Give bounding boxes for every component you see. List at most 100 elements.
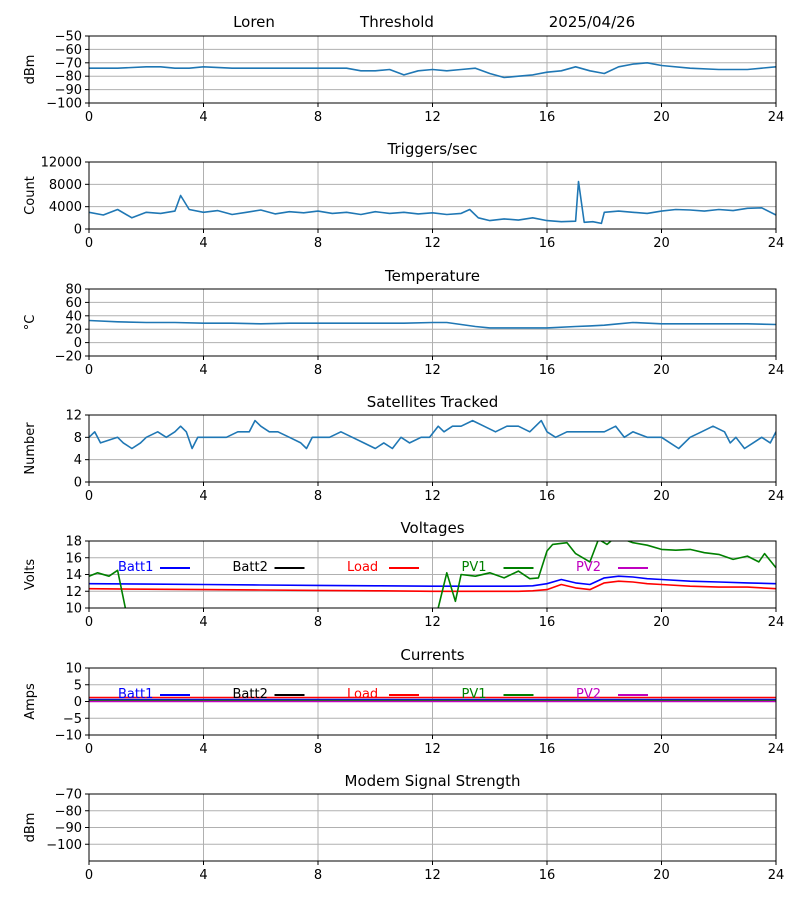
- panel-title: Modem Signal Strength: [345, 772, 521, 790]
- x-tick-label: 8: [314, 615, 322, 630]
- y-tick-label: −70: [55, 56, 82, 71]
- legend-label-pv1: PV1: [462, 687, 487, 702]
- panel-0: 0 4 8 12 16 20 24 −100−90−80−70−60−50 dBm: [23, 30, 784, 126]
- y-tick-label: 12: [65, 585, 82, 600]
- header-date: 2025/04/26: [549, 13, 635, 31]
- legend-label-load: Load: [347, 687, 378, 702]
- y-tick-label: 4000: [49, 200, 82, 215]
- x-tick-label: 24: [768, 236, 785, 251]
- x-tick-label: 8: [314, 236, 322, 251]
- x-tick-label: 24: [768, 868, 785, 883]
- y-tick-label: 20: [65, 323, 82, 338]
- x-tick-label: 4: [199, 868, 207, 883]
- y-tick-label: 12000: [41, 156, 82, 171]
- header-site: Loren: [233, 13, 275, 31]
- series-line: [89, 61, 776, 79]
- x-tick-label: 24: [768, 615, 785, 630]
- y-tick-label: 60: [65, 296, 82, 311]
- x-tick-label: 4: [199, 363, 207, 378]
- legend-label-batt1: Batt1: [118, 560, 153, 575]
- header: Loren Threshold 2025/04/26: [233, 13, 635, 31]
- y-axis-label: Amps: [23, 683, 38, 720]
- y-axis-label: °C: [23, 315, 38, 331]
- y-axis-label: dBm: [23, 813, 38, 843]
- x-tick-label: 0: [85, 489, 93, 504]
- x-tick-label: 12: [424, 489, 441, 504]
- y-tick-label: −50: [55, 30, 82, 45]
- x-tick-label: 12: [424, 742, 441, 757]
- y-tick-label: 18: [65, 535, 82, 550]
- x-tick-label: 16: [539, 363, 556, 378]
- y-axis-label: Volts: [23, 559, 38, 591]
- panel-title: Temperature: [384, 267, 480, 285]
- header-mode: Threshold: [359, 13, 434, 31]
- panel-3: 0 4 8 12 16 20 24 0 4 8 12 Satellites Tracked Number: [23, 393, 784, 504]
- series-line: [89, 319, 776, 329]
- x-tick-label: 12: [424, 236, 441, 251]
- x-tick-label: 4: [199, 742, 207, 757]
- series-line: [89, 180, 776, 225]
- x-tick-label: 20: [653, 363, 670, 378]
- x-tick-label: 16: [539, 742, 556, 757]
- x-tick-label: 16: [539, 489, 556, 504]
- x-tick-label: 0: [85, 363, 93, 378]
- series-line-load: [89, 580, 776, 593]
- series-line-pv1: [89, 541, 776, 608]
- x-tick-label: 20: [653, 742, 670, 757]
- x-tick-label: 24: [768, 489, 785, 504]
- x-tick-label: 4: [199, 615, 207, 630]
- legend-label-pv1: PV1: [462, 560, 487, 575]
- x-tick-label: 8: [314, 110, 322, 125]
- legend-label-batt2: Batt2: [233, 687, 268, 702]
- x-tick-label: 12: [424, 110, 441, 125]
- y-tick-label: −70: [55, 788, 82, 803]
- y-tick-label: 12: [65, 409, 82, 424]
- y-tick-label: −5: [63, 712, 82, 727]
- y-tick-label: −20: [55, 350, 82, 365]
- panel-title: Voltages: [400, 519, 464, 537]
- legend-label-pv2: PV2: [576, 560, 601, 575]
- panel-title: Triggers/sec: [387, 140, 478, 158]
- legend-label-batt1: Batt1: [118, 687, 153, 702]
- y-tick-label: 8: [74, 431, 82, 446]
- legend-label-pv2: PV2: [576, 687, 601, 702]
- x-tick-label: 8: [314, 489, 322, 504]
- x-tick-label: 20: [653, 615, 670, 630]
- y-tick-label: 0: [74, 476, 82, 491]
- y-axis-label: Number: [23, 422, 38, 475]
- x-tick-label: 8: [314, 363, 322, 378]
- y-tick-label: −80: [55, 804, 82, 819]
- x-tick-label: 8: [314, 868, 322, 883]
- legend-label-batt2: Batt2: [233, 560, 268, 575]
- x-tick-label: 16: [539, 615, 556, 630]
- legend: Batt1 Batt2 Load PV1 PV2: [118, 560, 648, 575]
- x-tick-label: 12: [424, 868, 441, 883]
- y-tick-label: −90: [55, 83, 82, 98]
- y-tick-label: −100: [46, 838, 82, 853]
- y-tick-label: −100: [46, 97, 82, 112]
- x-tick-label: 4: [199, 489, 207, 504]
- x-tick-label: 8: [314, 742, 322, 757]
- legend: Batt1 Batt2 Load PV1 PV2: [118, 687, 648, 702]
- x-tick-label: 20: [653, 110, 670, 125]
- y-tick-label: 4: [74, 453, 82, 468]
- x-tick-label: 20: [653, 868, 670, 883]
- y-tick-label: 40: [65, 309, 82, 324]
- y-axis-label: dBm: [23, 55, 38, 85]
- y-axis-label: Count: [23, 176, 38, 215]
- y-tick-label: 0: [74, 336, 82, 351]
- y-tick-label: 0: [74, 695, 82, 710]
- x-tick-label: 24: [768, 742, 785, 757]
- y-tick-label: 5: [74, 678, 82, 693]
- x-tick-label: 0: [85, 110, 93, 125]
- y-tick-label: 10: [65, 602, 82, 617]
- legend-label-load: Load: [347, 560, 378, 575]
- x-tick-label: 0: [85, 742, 93, 757]
- x-tick-label: 12: [424, 615, 441, 630]
- x-tick-label: 16: [539, 868, 556, 883]
